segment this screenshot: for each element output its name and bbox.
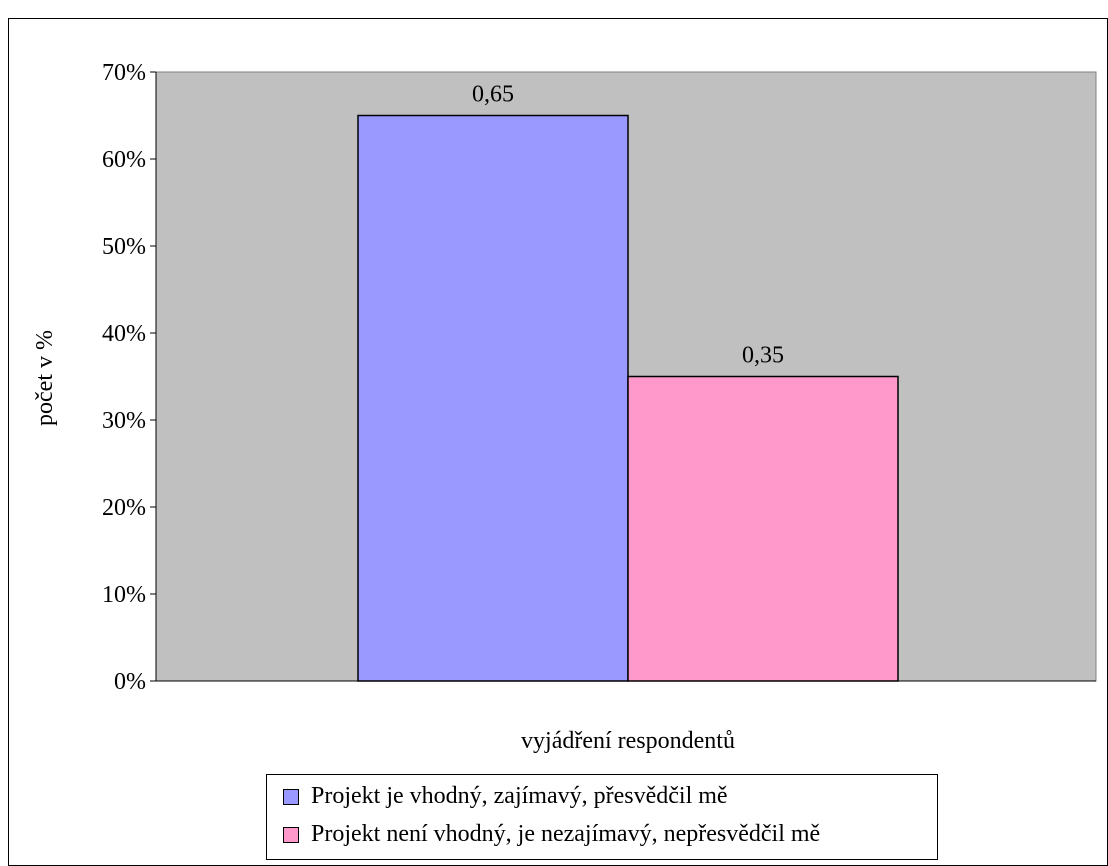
plot-layer: 0% 10% 20% 30% 40% 50% 60% 70% 0,65 0,35 xyxy=(102,60,1097,695)
y-tick-label: 20% xyxy=(102,495,146,521)
legend-label: Projekt je vhodný, zajímavý, přesvědčil … xyxy=(311,783,728,809)
legend: Projekt je vhodný, zajímavý, přesvědčil … xyxy=(266,774,938,860)
legend-swatch xyxy=(283,826,299,843)
legend-swatch xyxy=(283,788,299,805)
legend-item: Projekt je vhodný, zajímavý, přesvědčil … xyxy=(283,783,728,810)
y-tick-label: 60% xyxy=(102,147,146,173)
data-label: 0,65 xyxy=(472,82,514,108)
y-tick-label: 30% xyxy=(102,408,146,434)
bar xyxy=(627,375,899,682)
y-tick-label: 10% xyxy=(102,582,146,608)
legend-item: Projekt není vhodný, je nezajímavý, nepř… xyxy=(283,821,820,848)
legend-label: Projekt není vhodný, je nezajímavý, nepř… xyxy=(311,821,821,847)
bar xyxy=(357,114,629,682)
y-tick-label: 50% xyxy=(102,234,146,260)
y-tick-label: 0% xyxy=(114,669,146,695)
y-tick-label: 70% xyxy=(102,60,146,86)
y-tick-label: 40% xyxy=(102,321,146,347)
y-axis-title: počet v % xyxy=(32,330,58,426)
data-label: 0,35 xyxy=(742,343,784,369)
x-axis-title: vyjádření respondentů xyxy=(521,728,735,754)
